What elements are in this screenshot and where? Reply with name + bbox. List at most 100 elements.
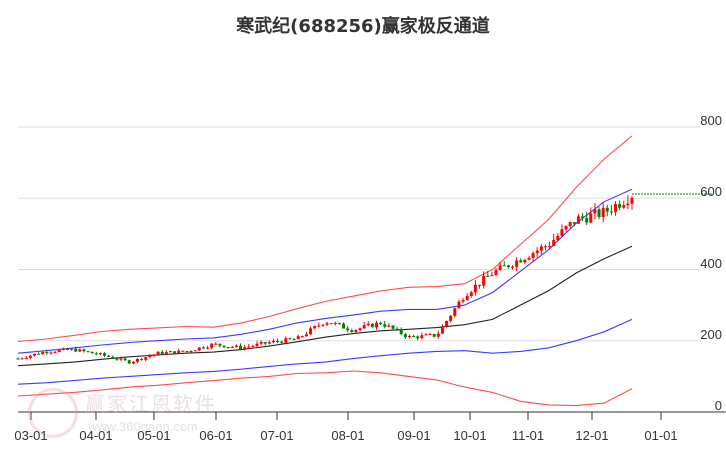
watermark-seal-icon [28, 388, 78, 438]
x-tick-10-01: 10-01 [453, 428, 487, 443]
candle-down [94, 353, 98, 355]
x-tick-09-01: 09-01 [397, 428, 431, 443]
candle-down [263, 342, 267, 344]
candle-up [473, 284, 477, 293]
candle-down [123, 358, 127, 361]
band-middle [17, 245, 633, 367]
candle-down [107, 355, 111, 357]
candle-up [251, 345, 255, 347]
candle-up [284, 338, 288, 343]
candle-down [160, 351, 164, 355]
candle-up [255, 343, 259, 346]
candle-down [218, 343, 222, 346]
candle-up [309, 328, 313, 335]
candle-up [407, 336, 411, 338]
candle-down [86, 351, 90, 353]
candle-down [416, 336, 420, 339]
candle-up [259, 342, 263, 344]
candle-down [370, 323, 374, 328]
candle-down [432, 334, 436, 337]
candle-up [362, 325, 366, 329]
candle-down [350, 330, 354, 333]
candle-up [449, 315, 453, 322]
candle-down [581, 216, 585, 219]
candle-down [618, 204, 622, 208]
x-tick-01-01: 01-01 [644, 428, 678, 443]
candle-down [383, 324, 387, 327]
candle-down [329, 323, 333, 325]
candle-up [32, 353, 36, 356]
candle-down [280, 341, 284, 343]
candle-up [41, 352, 45, 355]
x-tick-08-01: 08-01 [331, 428, 365, 443]
candle-up [494, 270, 498, 276]
candle-up [164, 352, 168, 355]
candle-up [614, 204, 618, 212]
candle-up [156, 351, 160, 355]
candle-up [445, 321, 449, 327]
candle-up [601, 207, 605, 217]
candle-up [531, 253, 535, 259]
candle-up [78, 349, 82, 352]
candle-down [45, 352, 49, 354]
candle-up [593, 209, 597, 214]
candle-up [387, 325, 391, 327]
candle-up [510, 266, 514, 268]
candle-up [420, 335, 424, 339]
candle-up [230, 346, 234, 348]
candle-up [168, 351, 172, 353]
candle-up [185, 351, 189, 353]
candle-down [103, 353, 107, 356]
candle-down [395, 328, 399, 330]
candle-down [597, 209, 601, 217]
candle-up [564, 226, 568, 230]
band-lower_inner [17, 318, 633, 385]
candle-down [391, 325, 395, 329]
candle-down [90, 351, 94, 354]
candle-up [152, 354, 156, 356]
candle-up [354, 330, 358, 333]
candle-up [53, 351, 57, 353]
candle-up [333, 323, 337, 325]
candle-up [98, 353, 102, 355]
x-tick-05-01: 05-01 [137, 428, 171, 443]
x-tick-12-01: 12-01 [575, 428, 609, 443]
y-tick-400: 400 [700, 256, 722, 271]
candle-up [568, 222, 572, 227]
candle-down [519, 260, 523, 263]
x-tick-04-01: 04-01 [79, 428, 113, 443]
y-tick-200: 200 [700, 327, 722, 342]
band-upper_inner [17, 188, 633, 354]
y-tick-0: 0 [714, 398, 722, 413]
candle-down [288, 338, 292, 340]
candle-up [457, 301, 461, 309]
y-tick-800: 800 [700, 113, 722, 128]
candle-up [226, 346, 230, 348]
candle-up [552, 240, 556, 246]
x-tick-03-01: 03-01 [14, 428, 48, 443]
candle-down [342, 323, 346, 329]
candle-up [539, 246, 543, 251]
candle-up [556, 236, 560, 241]
candle-up [119, 358, 123, 360]
candle-up [428, 334, 432, 336]
candle-up [234, 345, 238, 347]
candle-up [630, 197, 634, 204]
candle-up [304, 334, 308, 337]
candle-down [609, 211, 613, 213]
candle-up [366, 323, 370, 326]
candle-up [622, 205, 626, 208]
candle-down [201, 347, 205, 349]
candle-up [131, 361, 135, 364]
candle-up [325, 323, 329, 325]
candle-down [502, 265, 506, 267]
y-tick-600: 600 [700, 184, 722, 199]
watermark-text: 赢家江恩软件 [85, 392, 217, 416]
candle-up [20, 358, 24, 360]
candle-up [206, 347, 210, 349]
candle-up [543, 246, 547, 248]
candle-down [82, 349, 86, 352]
candle-down [115, 358, 119, 360]
candle-up [469, 292, 473, 296]
